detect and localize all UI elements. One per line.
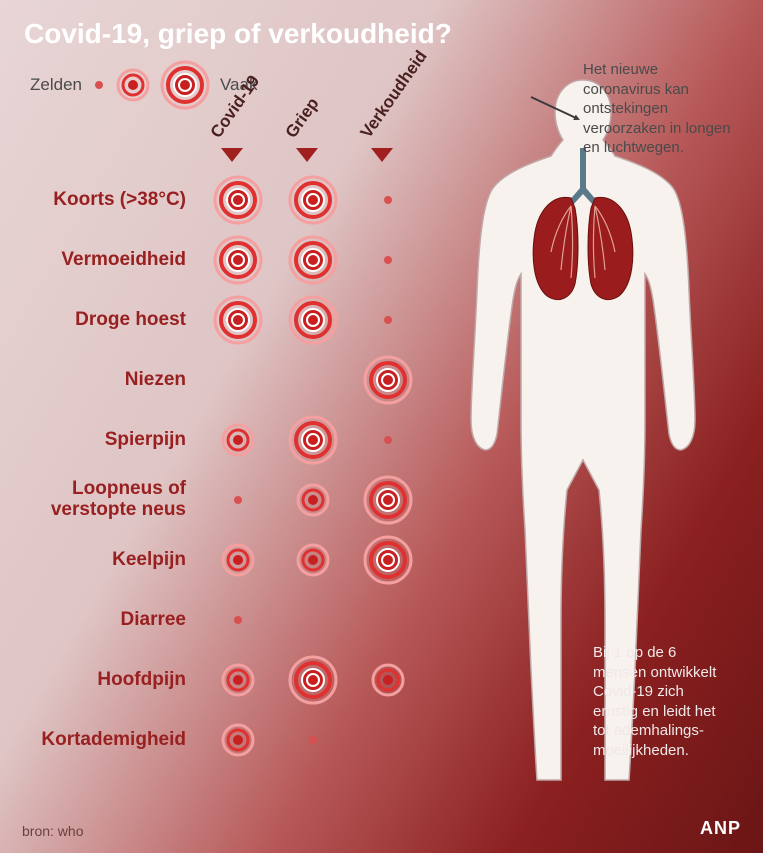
logo-text: ANP xyxy=(700,818,741,839)
column-header: Covid-19 xyxy=(205,90,280,170)
symptom-indicator xyxy=(350,350,425,410)
symptom-indicator xyxy=(350,230,425,290)
symptom-label: Vermoeidheid xyxy=(0,250,200,271)
symptom-label: Spierpijn xyxy=(0,430,200,451)
symptom-row: Spierpijn xyxy=(0,410,460,470)
symptom-indicator xyxy=(200,230,275,290)
legend-large-icon xyxy=(160,60,210,110)
symptom-indicator xyxy=(275,170,350,230)
symptom-label: Loopneus of verstopte neus xyxy=(0,479,200,521)
symptom-indicator xyxy=(200,530,275,590)
symptom-row: Loopneus of verstopte neus xyxy=(0,470,460,530)
symptom-rows: Koorts (>38°C) Vermoeidheid Droge hoest xyxy=(0,170,460,770)
symptom-indicator xyxy=(350,590,425,650)
symptom-indicator xyxy=(275,650,350,710)
symptom-indicator xyxy=(275,350,350,410)
symptom-row: Hoofdpijn xyxy=(0,650,460,710)
symptom-label: Kortademigheid xyxy=(0,730,200,751)
symptom-indicator xyxy=(200,170,275,230)
symptom-indicator xyxy=(350,410,425,470)
legend-rare-label: Zelden xyxy=(30,75,82,95)
legend-medium-icon xyxy=(116,68,150,102)
symptom-indicator xyxy=(350,710,425,770)
symptom-row: Koorts (>38°C) xyxy=(0,170,460,230)
symptom-row: Diarree xyxy=(0,590,460,650)
symptom-row: Niezen xyxy=(0,350,460,410)
page-title: Covid-19, griep of verkoudheid? xyxy=(24,18,452,50)
symptom-indicator xyxy=(275,710,350,770)
symptom-indicator xyxy=(200,470,275,530)
column-headers: Covid-19 Griep Verkoudheid xyxy=(205,90,430,170)
callout-top: Het nieuwe coronavirus kan ontstekingen … xyxy=(583,60,733,158)
symptom-indicator xyxy=(200,410,275,470)
symptom-row: Keelpijn xyxy=(0,530,460,590)
chevron-down-icon xyxy=(296,148,318,162)
symptom-row: Droge hoest xyxy=(0,290,460,350)
source-text: bron: who xyxy=(22,823,83,839)
symptom-row: Vermoeidheid xyxy=(0,230,460,290)
column-label: Verkoudheid xyxy=(357,47,432,142)
body-illustration: Het nieuwe coronavirus kan ontstekingen … xyxy=(433,60,733,800)
symptom-indicator xyxy=(350,650,425,710)
symptom-indicator xyxy=(350,530,425,590)
symptom-label: Hoofdpijn xyxy=(0,670,200,691)
column-header: Verkoudheid xyxy=(355,90,430,170)
symptom-indicator xyxy=(275,410,350,470)
chevron-down-icon xyxy=(371,148,393,162)
column-label: Griep xyxy=(282,94,324,142)
column-header: Griep xyxy=(280,90,355,170)
symptom-indicator xyxy=(275,470,350,530)
symptom-label: Diarree xyxy=(0,610,200,631)
symptom-indicator xyxy=(200,590,275,650)
symptom-label: Koorts (>38°C) xyxy=(0,190,200,211)
chevron-down-icon xyxy=(221,148,243,162)
callout-bottom: Bij 1 op de 6 mensen ontwikkelt Covid-19… xyxy=(593,643,733,760)
symptom-indicator xyxy=(200,710,275,770)
symptom-indicator xyxy=(275,290,350,350)
symptom-indicator xyxy=(275,530,350,590)
symptom-label: Keelpijn xyxy=(0,550,200,571)
symptom-indicator xyxy=(200,350,275,410)
symptom-indicator xyxy=(350,170,425,230)
symptom-indicator xyxy=(200,290,275,350)
symptom-indicator xyxy=(350,290,425,350)
symptom-label: Niezen xyxy=(0,370,200,391)
symptom-indicator xyxy=(350,470,425,530)
legend-dot-icon xyxy=(92,78,106,92)
symptom-label: Droge hoest xyxy=(0,310,200,331)
symptom-indicator xyxy=(275,230,350,290)
symptom-indicator xyxy=(200,650,275,710)
infographic-container: Covid-19, griep of verkoudheid? Zelden V… xyxy=(0,0,763,853)
symptom-indicator xyxy=(275,590,350,650)
symptom-row: Kortademigheid xyxy=(0,710,460,770)
